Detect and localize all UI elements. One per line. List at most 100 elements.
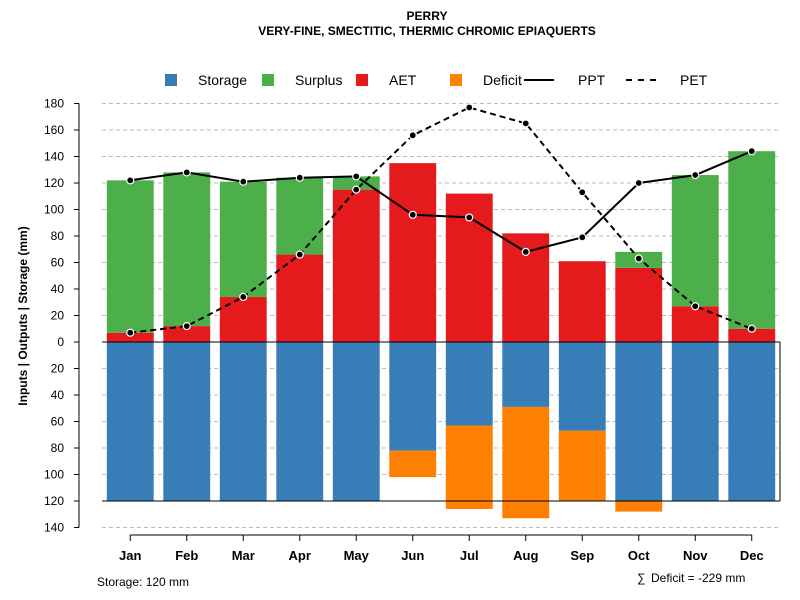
bar-deficit [389,450,437,478]
x-tick-label: Jul [460,548,479,563]
point-ppt [295,173,304,182]
legend-label-surplus: Surplus [295,72,342,88]
bar-aet [163,326,211,342]
point-pet [239,292,248,302]
point-pet [747,324,756,333]
point-pet [691,302,700,311]
y-tick-label: 60 [51,256,65,270]
bar-surplus [219,181,267,297]
y-tick-label: 140 [44,150,64,164]
bar-aet [332,189,380,342]
bar-storage [671,342,719,501]
point-pet [182,322,191,331]
point-ppt [408,210,417,219]
x-tick-label: Feb [175,548,198,563]
y-tick-label: 180 [44,97,64,111]
legend-label-pet: PET [680,72,708,88]
bar-storage [389,342,437,451]
point-pet [352,185,361,194]
y-tick-label: 160 [44,123,64,137]
legend-swatch-surplus [262,74,274,86]
legend-label-ppt: PPT [578,72,606,88]
y-tick-label: 100 [44,203,64,217]
point-ppt [747,147,756,156]
y-tick-label: 40 [51,388,65,402]
legend-swatch-aet [356,74,368,86]
y-tick-label: 120 [44,494,64,508]
bar-surplus [276,177,324,255]
point-ppt [691,170,700,180]
y-tick-label: 40 [51,282,65,296]
point-pet [295,250,304,259]
x-axis: Jan Feb Mar Apr May Jun Jul Aug Sep Oct Nov Dec [119,534,764,563]
x-tick-label: Oct [628,548,650,563]
y-tick-label: 140 [44,521,64,535]
bar-storage [163,342,211,501]
y-tick-label: 100 [44,468,64,482]
bar-aet [219,296,267,342]
chart-subtitle: VERY-FINE, SMECTITIC, THERMIC CHROMIC EP… [258,24,596,38]
deficit-note: Deficit = -229 mm [651,571,745,585]
x-tick-label: Jun [401,548,424,563]
y-tick-label: 20 [51,362,65,376]
point-ppt [352,172,361,181]
series-points [126,103,756,337]
deficit-sum-symbol: ∑ [637,571,646,585]
x-tick-label: May [344,548,370,563]
bar-aet [106,332,154,342]
x-tick-label: Mar [232,548,255,563]
legend-swatch-deficit [450,74,462,86]
bar-aet [728,328,776,342]
bar-storage [502,342,550,407]
point-ppt [634,178,643,188]
bar-deficit [445,425,493,509]
bar-aet [389,163,437,342]
gridlines [102,103,780,528]
chart-title: PERRY [407,9,448,23]
bar-surplus [671,175,719,307]
bar-aet [671,306,719,342]
bar-storage [106,342,154,501]
bar-deficit [615,501,663,512]
bar-aet [276,254,324,342]
point-pet [126,328,135,337]
point-pet [465,103,474,112]
bar-surplus [163,172,211,327]
y-axis: 180 160 140 120 100 80 60 40 20 0 20 40 60 80 100 120 14… [44,97,80,535]
x-tick-label: Dec [740,548,764,563]
x-tick-label: Jan [119,548,141,563]
line-pet [130,106,753,334]
legend-swatch-storage [165,74,177,86]
bar-storage [728,342,776,501]
bar-deficit [558,430,606,501]
bar-surplus [106,180,154,333]
bar-storage [276,342,324,501]
bars [102,151,781,519]
legend-label-storage: Storage [198,72,247,88]
x-tick-label: Nov [683,548,708,563]
bar-surplus [728,151,776,329]
point-ppt [126,176,135,185]
bar-storage [332,342,380,501]
line-ppt [130,150,753,253]
legend: Storage Surplus AET Deficit PPT PET [165,72,708,88]
y-axis-title: Inputs | Outputs | Storage (mm) [16,226,30,405]
y-tick-label: 80 [51,441,65,455]
y-tick-label: 0 [57,335,64,349]
bar-storage [558,342,606,431]
point-ppt [182,168,191,177]
point-pet [578,188,587,197]
legend-label-deficit: Deficit [483,72,522,88]
y-tick-label: 60 [51,415,65,429]
legend-label-aet: AET [389,72,417,88]
point-ppt [239,177,248,186]
storage-note: Storage: 120 mm [97,575,189,589]
point-pet [634,254,643,263]
bar-storage [219,342,267,501]
point-pet [408,131,417,140]
series-lines [130,106,753,334]
point-ppt [521,247,530,256]
x-tick-label: Sep [570,548,594,563]
point-pet [521,119,530,128]
